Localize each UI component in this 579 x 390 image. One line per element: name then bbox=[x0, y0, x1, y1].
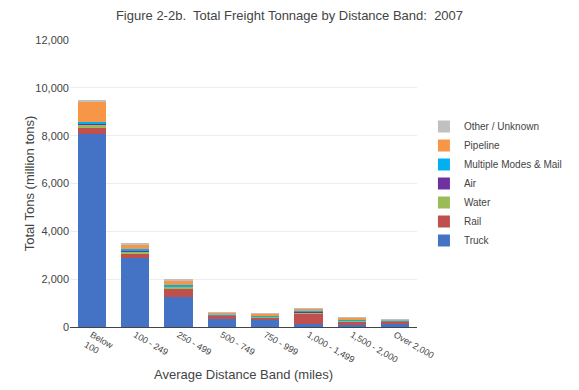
svg-text:0: 0 bbox=[63, 321, 69, 333]
svg-text:2,000: 2,000 bbox=[41, 273, 69, 285]
svg-text:4,000: 4,000 bbox=[41, 225, 69, 237]
svg-text:750 - 999: 750 - 999 bbox=[262, 329, 300, 357]
svg-text:Other / Unknown: Other / Unknown bbox=[464, 121, 539, 132]
svg-text:Air: Air bbox=[464, 178, 477, 189]
svg-text:Rail: Rail bbox=[464, 216, 481, 227]
svg-text:Average Distance Band (miles): Average Distance Band (miles) bbox=[154, 367, 333, 382]
svg-text:10,000: 10,000 bbox=[35, 82, 69, 94]
svg-text:Pipeline: Pipeline bbox=[464, 140, 500, 151]
svg-text:8,000: 8,000 bbox=[41, 130, 69, 142]
svg-text:Multiple Modes & Mail: Multiple Modes & Mail bbox=[464, 159, 562, 170]
svg-text:100 - 249: 100 - 249 bbox=[132, 329, 170, 357]
svg-text:Total Tons (million tons): Total Tons (million tons) bbox=[22, 116, 37, 252]
svg-text:Figure 2-2b. Total Freight To: Figure 2-2b. Total Freight Tonnage by Di… bbox=[116, 8, 463, 23]
svg-text:1,500 - 2,000: 1,500 - 2,000 bbox=[349, 329, 400, 364]
svg-text:6,000: 6,000 bbox=[41, 177, 69, 189]
svg-text:12,000: 12,000 bbox=[35, 34, 69, 46]
svg-text:Below100: Below100 bbox=[83, 329, 116, 360]
svg-text:500 - 749: 500 - 749 bbox=[219, 329, 257, 357]
svg-text:1,000 - 1,499: 1,000 - 1,499 bbox=[305, 329, 356, 364]
svg-text:Water: Water bbox=[464, 197, 491, 208]
svg-text:Truck: Truck bbox=[464, 235, 490, 246]
svg-text:Over 2,000: Over 2,000 bbox=[392, 329, 436, 360]
svg-text:250 - 499: 250 - 499 bbox=[175, 329, 213, 357]
